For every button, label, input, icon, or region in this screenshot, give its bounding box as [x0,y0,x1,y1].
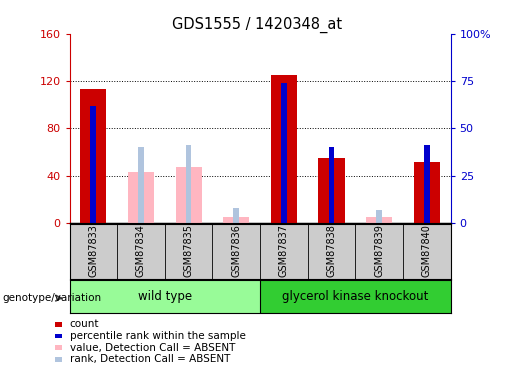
Bar [281,83,287,223]
Text: genotype/variation: genotype/variation [3,293,101,303]
Bar [80,89,107,223]
Text: GSM87838: GSM87838 [327,224,336,277]
Bar [366,217,392,223]
Bar [329,147,334,223]
Text: GDS1555 / 1420348_at: GDS1555 / 1420348_at [173,17,342,33]
Text: GSM87835: GSM87835 [184,224,194,277]
Bar [186,146,192,223]
Bar [223,217,249,223]
Bar [176,168,202,223]
Text: wild type: wild type [138,290,192,303]
Text: count: count [70,320,99,329]
Bar [91,106,96,223]
Bar [414,162,440,223]
Text: glycerol kinase knockout: glycerol kinase knockout [282,290,428,303]
Bar [424,146,430,223]
Text: GSM87834: GSM87834 [136,224,146,277]
Bar [318,158,345,223]
Text: GSM87833: GSM87833 [89,224,98,277]
Bar [70,280,260,313]
Bar [138,147,144,223]
Bar [271,75,297,223]
Text: GSM87836: GSM87836 [231,224,241,277]
Text: percentile rank within the sample: percentile rank within the sample [70,331,246,341]
Text: rank, Detection Call = ABSENT: rank, Detection Call = ABSENT [70,354,230,364]
Bar [233,208,239,223]
Text: GSM87839: GSM87839 [374,224,384,277]
Bar [260,280,451,313]
Bar [128,172,154,223]
Text: GSM87837: GSM87837 [279,224,289,277]
Text: GSM87840: GSM87840 [422,224,432,277]
Bar [376,210,382,223]
Text: value, Detection Call = ABSENT: value, Detection Call = ABSENT [70,343,235,352]
